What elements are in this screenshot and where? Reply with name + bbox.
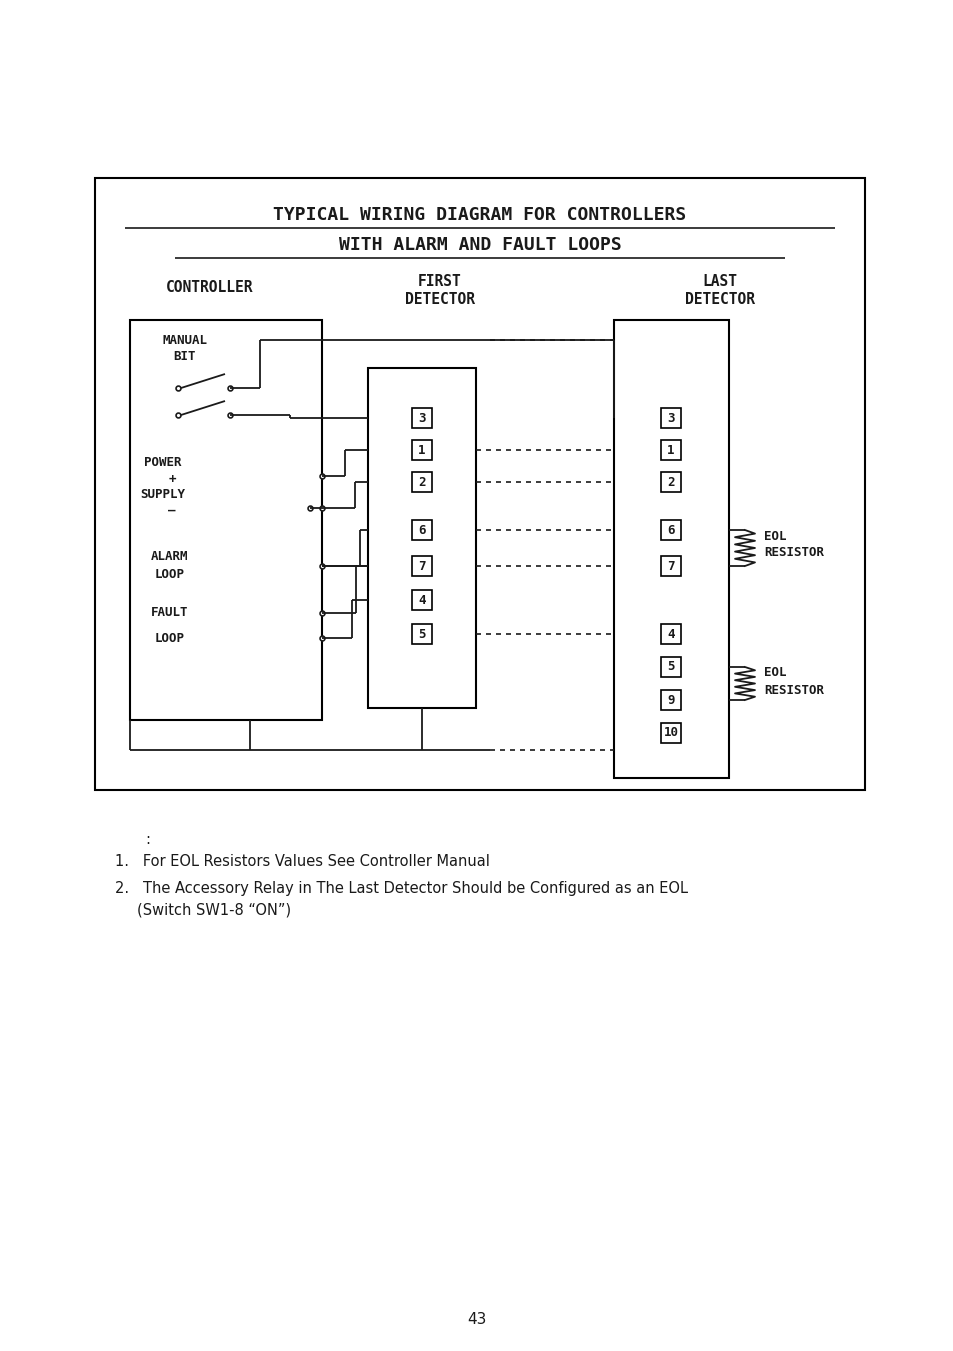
Text: 9: 9: [666, 693, 674, 707]
Text: 5: 5: [666, 661, 674, 674]
Text: DETECTOR: DETECTOR: [684, 292, 754, 307]
Bar: [412, 520, 432, 540]
Text: 2: 2: [666, 476, 674, 489]
Text: 7: 7: [417, 559, 425, 573]
Text: 1: 1: [417, 443, 425, 457]
Bar: [660, 624, 680, 644]
Bar: [660, 520, 680, 540]
Text: CONTROLLER: CONTROLLER: [166, 280, 253, 295]
Text: 10: 10: [662, 727, 678, 739]
Text: LOOP: LOOP: [154, 567, 185, 581]
Text: 43: 43: [467, 1313, 486, 1328]
Bar: [660, 657, 680, 677]
Text: MANUAL: MANUAL: [162, 334, 208, 346]
Text: 5: 5: [417, 627, 425, 640]
Text: EOL: EOL: [763, 666, 785, 680]
Text: LAST: LAST: [701, 274, 737, 289]
Bar: [412, 624, 432, 644]
Text: +: +: [168, 473, 175, 485]
Text: :: :: [145, 832, 150, 847]
Text: RESISTOR: RESISTOR: [763, 547, 823, 559]
Text: 7: 7: [666, 559, 674, 573]
Text: 1: 1: [666, 443, 674, 457]
Bar: [412, 590, 432, 611]
Bar: [614, 320, 728, 778]
Text: 3: 3: [666, 412, 674, 424]
Text: SUPPLY: SUPPLY: [140, 488, 185, 500]
Text: 4: 4: [666, 627, 674, 640]
Bar: [130, 320, 322, 720]
Bar: [412, 557, 432, 576]
Text: FAULT: FAULT: [152, 607, 189, 620]
Text: TYPICAL WIRING DIAGRAM FOR CONTROLLERS: TYPICAL WIRING DIAGRAM FOR CONTROLLERS: [274, 205, 686, 224]
Text: ALARM: ALARM: [152, 550, 189, 563]
Text: RESISTOR: RESISTOR: [763, 684, 823, 697]
Text: WITH ALARM AND FAULT LOOPS: WITH ALARM AND FAULT LOOPS: [338, 236, 620, 254]
Bar: [660, 471, 680, 492]
Text: (Switch SW1-8 “ON”): (Switch SW1-8 “ON”): [137, 902, 291, 917]
Text: 1.   For EOL Resistors Values See Controller Manual: 1. For EOL Resistors Values See Controll…: [115, 854, 489, 870]
Text: 2.   The Accessory Relay in The Last Detector Should be Configured as an EOL: 2. The Accessory Relay in The Last Detec…: [115, 881, 687, 896]
Text: FIRST: FIRST: [417, 274, 461, 289]
Text: DETECTOR: DETECTOR: [405, 292, 475, 307]
Text: –: –: [168, 504, 175, 516]
Text: EOL: EOL: [763, 530, 785, 543]
Bar: [412, 440, 432, 459]
Bar: [660, 690, 680, 711]
Text: 3: 3: [417, 412, 425, 424]
Text: 6: 6: [666, 523, 674, 536]
Text: POWER: POWER: [144, 457, 182, 470]
Text: BIT: BIT: [173, 350, 196, 362]
Bar: [412, 471, 432, 492]
Text: 6: 6: [417, 523, 425, 536]
Text: 4: 4: [417, 593, 425, 607]
Bar: [660, 408, 680, 428]
Bar: [660, 557, 680, 576]
Bar: [95, 178, 864, 790]
Text: 2: 2: [417, 476, 425, 489]
Bar: [368, 367, 476, 708]
Bar: [660, 440, 680, 459]
Bar: [660, 723, 680, 743]
Text: LOOP: LOOP: [154, 631, 185, 644]
Bar: [412, 408, 432, 428]
